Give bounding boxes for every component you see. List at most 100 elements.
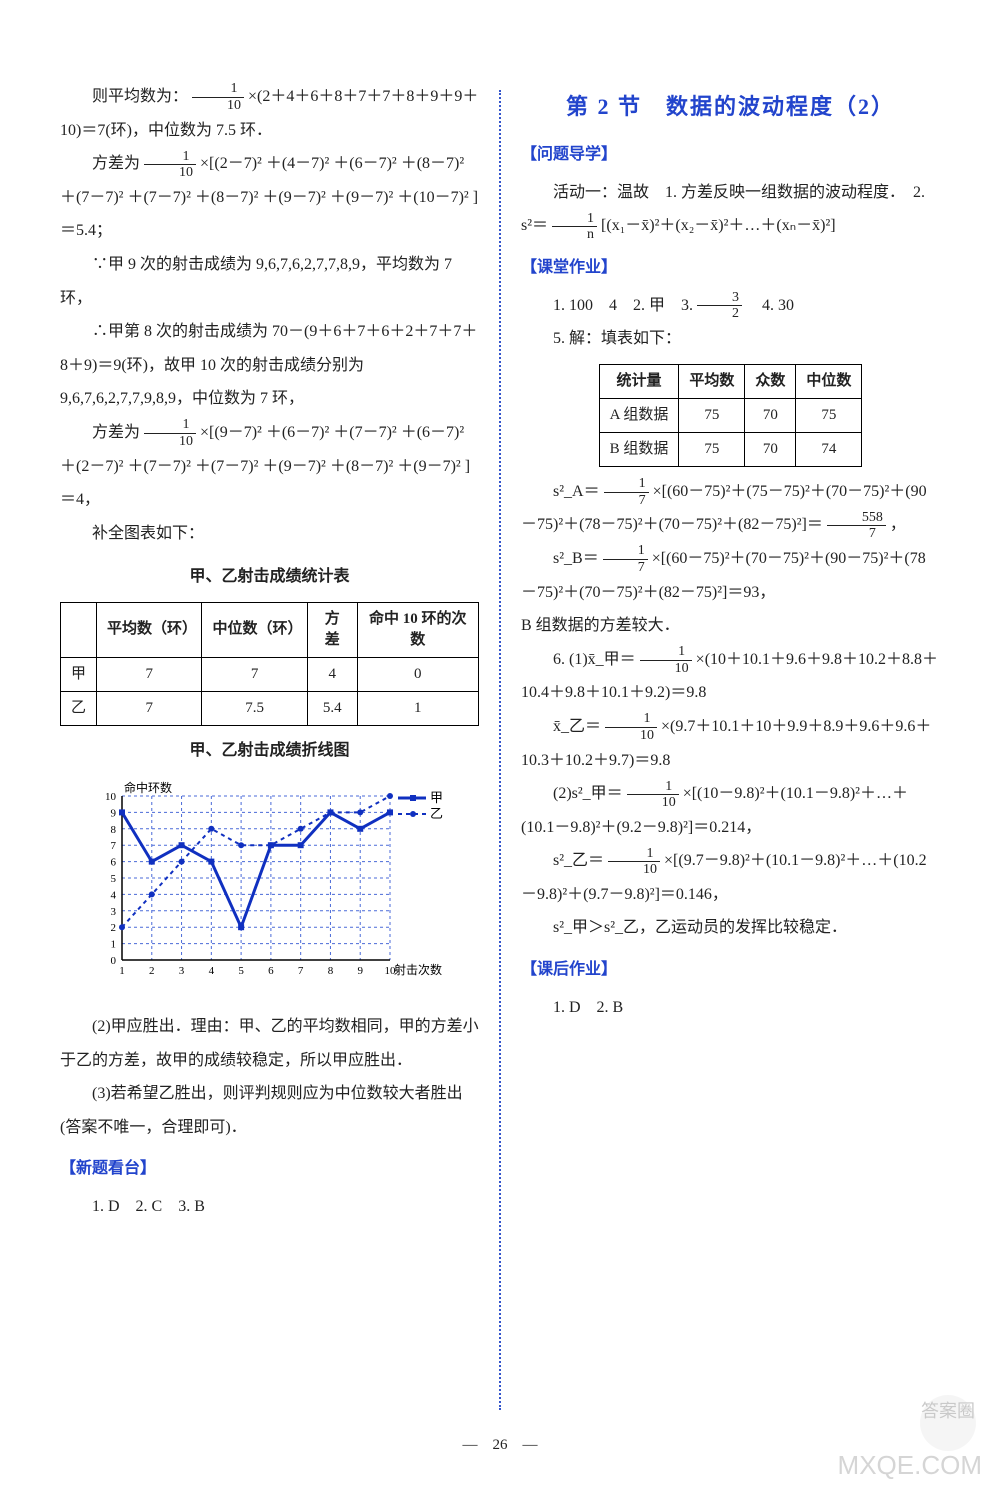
text: 4. 30 bbox=[746, 297, 794, 314]
td: 7 bbox=[202, 657, 307, 691]
frac-den: 10 bbox=[144, 165, 196, 180]
text: 则平均数为： bbox=[92, 88, 188, 105]
para: (2)s²_甲＝ 110 ×[(10－9.8)²＋(10.1－9.8)²＋…＋(… bbox=[521, 777, 940, 844]
fraction: 110 bbox=[192, 81, 244, 113]
para: ∴甲第 8 次的射击成绩为 70－(9＋6＋7＋6＋2＋7＋7＋8＋9)＝9(环… bbox=[60, 315, 479, 416]
fraction: 17 bbox=[604, 476, 649, 508]
page: 则平均数为： 110 ×(2＋4＋6＋8＋7＋7＋8＋9＋9＋10)＝7(环)，… bbox=[0, 0, 1000, 1488]
answers: 1. D 2. C 3. B bbox=[60, 1190, 479, 1224]
text: 方差为 bbox=[92, 155, 140, 172]
td: 7 bbox=[97, 691, 202, 725]
fraction: 110 bbox=[627, 779, 679, 811]
text: s²_A＝ bbox=[553, 483, 600, 500]
frac-num: 1 bbox=[192, 81, 244, 97]
table-caption: 甲、乙射击成绩统计表 bbox=[60, 560, 479, 594]
svg-text:6: 6 bbox=[110, 856, 116, 868]
frac-num: 1 bbox=[144, 149, 196, 165]
para: 补全图表如下： bbox=[60, 517, 479, 551]
th: 方差 bbox=[307, 602, 357, 657]
svg-text:乙: 乙 bbox=[430, 806, 443, 821]
td: 7.5 bbox=[202, 691, 307, 725]
svg-text:4: 4 bbox=[110, 889, 116, 901]
section-head: 【课后作业】 bbox=[521, 953, 940, 987]
th: 平均数 bbox=[679, 364, 745, 398]
section-head: 【新题看台】 bbox=[60, 1152, 479, 1186]
para: 活动一：温故 1. 方差反映一组数据的波动程度． 2. s²＝ 1n [(x₁－… bbox=[521, 176, 940, 243]
fraction: 5587 bbox=[827, 510, 886, 542]
td: 1 bbox=[357, 691, 479, 725]
left-column: 则平均数为： 110 ×(2＋4＋6＋8＋7＋7＋8＋9＋9＋10)＝7(环)，… bbox=[60, 80, 479, 1448]
frac-num: 1 bbox=[603, 543, 648, 559]
svg-text:8: 8 bbox=[327, 965, 333, 977]
right-column: 第 2 节 数据的波动程度（2） 【问题导学】 活动一：温故 1. 方差反映一组… bbox=[521, 80, 940, 1448]
svg-text:9: 9 bbox=[110, 807, 116, 819]
stats-table: 平均数（环） 中位数（环） 方差 命中 10 环的次数 甲 7 7 4 0 乙 … bbox=[60, 602, 479, 726]
frac-num: 558 bbox=[827, 510, 886, 526]
fraction: 32 bbox=[697, 290, 742, 322]
text: s²_乙＝ bbox=[553, 852, 604, 869]
line-chart: 01234567891012345678910命中环数射击次数甲乙 bbox=[80, 778, 460, 1001]
fraction: 110 bbox=[144, 417, 196, 449]
column-divider bbox=[499, 90, 501, 1410]
para: (2)甲应胜出．理由：甲、乙的平均数相同，甲的方差小于乙的方差，故甲的成绩较稳定… bbox=[60, 1010, 479, 1077]
para: x̄_乙＝ 110 ×(9.7＋10.1＋10＋9.9＋8.9＋9.6＋9.6＋… bbox=[521, 710, 940, 777]
watermark-url: MXQE.COM bbox=[838, 1450, 982, 1480]
svg-text:0: 0 bbox=[110, 955, 116, 967]
svg-text:1: 1 bbox=[119, 965, 125, 977]
table-row: B 组数据 75 70 74 bbox=[599, 432, 862, 466]
para: 方差为 110 ×[(2－7)² ＋(4－7)² ＋(6－7)² ＋(8－7)²… bbox=[60, 147, 479, 248]
td: 75 bbox=[679, 432, 745, 466]
svg-text:3: 3 bbox=[178, 965, 184, 977]
frac-num: 1 bbox=[640, 644, 692, 660]
th bbox=[61, 602, 97, 657]
th: 平均数（环） bbox=[97, 602, 202, 657]
q5-table: 统计量 平均数 众数 中位数 A 组数据 75 70 75 B 组数据 75 7… bbox=[599, 364, 863, 467]
th: 中位数（环） bbox=[202, 602, 307, 657]
text: 1. 100 4 2. 甲 3. bbox=[553, 297, 697, 314]
para: (3)若希望乙胜出，则评判规则应为中位数较大者胜出(答案不唯一，合理即可)． bbox=[60, 1077, 479, 1144]
frac-num: 1 bbox=[604, 476, 649, 492]
para: s²_乙＝ 110 ×[(9.7－9.8)²＋(10.1－9.8)²＋…＋(10… bbox=[521, 844, 940, 911]
frac-num: 1 bbox=[605, 711, 657, 727]
fraction: 110 bbox=[608, 846, 660, 878]
td: 74 bbox=[796, 432, 862, 466]
td: B 组数据 bbox=[599, 432, 679, 466]
td: 乙 bbox=[61, 691, 97, 725]
frac-den: 10 bbox=[144, 434, 196, 449]
para: B 组数据的方差较大． bbox=[521, 609, 940, 643]
td: 4 bbox=[307, 657, 357, 691]
td: 70 bbox=[745, 432, 796, 466]
text: 6. (1)x̄_甲＝ bbox=[553, 651, 636, 668]
fraction: 17 bbox=[603, 543, 648, 575]
para: s²_甲＞s²_乙，乙运动员的发挥比较稳定． bbox=[521, 911, 940, 945]
para: ∵甲 9 次的射击成绩为 9,6,7,6,2,7,7,8,9，平均数为 7 环， bbox=[60, 248, 479, 315]
answers: 1. D 2. B bbox=[521, 991, 940, 1025]
svg-text:4: 4 bbox=[208, 965, 214, 977]
watermark-circle: 答案圈 bbox=[920, 1395, 976, 1451]
svg-text:6: 6 bbox=[268, 965, 274, 977]
para: s²_B＝ 17 ×[(60－75)²＋(70－75)²＋(90－75)²＋(7… bbox=[521, 542, 940, 609]
section-head: 【问题导学】 bbox=[521, 138, 940, 172]
text: 方差为 bbox=[92, 424, 140, 441]
frac-den: 10 bbox=[627, 795, 679, 810]
svg-text:5: 5 bbox=[238, 965, 244, 977]
th: 命中 10 环的次数 bbox=[357, 602, 479, 657]
frac-den: 2 bbox=[697, 306, 742, 321]
table-row: A 组数据 75 70 75 bbox=[599, 398, 862, 432]
svg-text:甲: 甲 bbox=[430, 790, 443, 805]
td: 75 bbox=[679, 398, 745, 432]
table-row: 甲 7 7 4 0 bbox=[61, 657, 479, 691]
table-row: 统计量 平均数 众数 中位数 bbox=[599, 364, 862, 398]
para: 方差为 110 ×[(9－7)² ＋(6－7)² ＋(7－7)² ＋(6－7)²… bbox=[60, 416, 479, 517]
table-row: 乙 7 7.5 5.4 1 bbox=[61, 691, 479, 725]
text: s²_B＝ bbox=[553, 550, 599, 567]
watermark: 答案圈 MXQE.COM bbox=[838, 1394, 982, 1480]
section-title: 第 2 节 数据的波动程度（2） bbox=[521, 84, 940, 130]
frac-den: 7 bbox=[604, 493, 649, 508]
frac-den: 10 bbox=[608, 862, 660, 877]
svg-text:3: 3 bbox=[110, 905, 116, 917]
svg-text:10: 10 bbox=[105, 791, 117, 803]
answers: 1. 100 4 2. 甲 3. 32 4. 30 bbox=[521, 289, 940, 323]
td: A 组数据 bbox=[599, 398, 679, 432]
frac-num: 3 bbox=[697, 290, 742, 306]
